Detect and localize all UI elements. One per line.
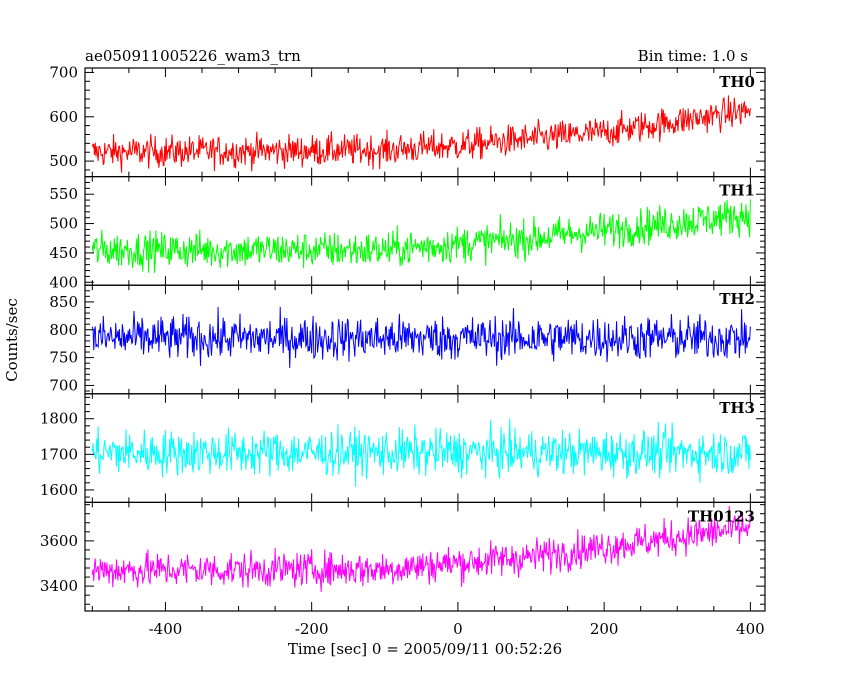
panel-th1: 400 450 500 550 TH1 — [49, 176, 766, 291]
chart-title: ae050911005226_wam3_trn — [85, 47, 301, 65]
panel-label-th0: TH0 — [719, 73, 755, 91]
x-tick-label: 200 — [590, 620, 619, 638]
x-axis-label: Time [sec] 0 = 2005/09/11 00:52:26 — [288, 640, 562, 658]
y-tick-label: 400 — [49, 273, 78, 291]
y-tick-label: 850 — [49, 293, 78, 311]
panel-label-th1: TH1 — [719, 182, 755, 200]
bin-time-label: Bin time: 1.0 s — [638, 47, 748, 65]
x-tick-label: -200 — [295, 620, 329, 638]
y-tick-label: 550 — [49, 185, 78, 203]
series-th0123 — [91, 506, 751, 592]
x-tick-label: 400 — [736, 620, 765, 638]
y-tick-label: 450 — [49, 244, 78, 262]
y-tick-label: 750 — [49, 349, 78, 367]
y-tick-label: 3600 — [40, 532, 78, 550]
y-tick-label: 500 — [49, 152, 78, 170]
panel-label-th3: TH3 — [719, 399, 755, 417]
panels: 500 600 700 TH0 400 450 500 550 TH1 700 750 800 850 T… — [40, 63, 766, 638]
y-tick-label: 700 — [49, 63, 78, 81]
y-tick-label: 1700 — [40, 445, 78, 463]
panel-label-th0123: TH0123 — [688, 507, 755, 525]
y-axis-label: Counts/sec — [3, 298, 21, 382]
panel-label-th2: TH2 — [719, 290, 755, 308]
series-th0 — [91, 95, 751, 173]
panel-th0: 500 600 700 TH0 — [49, 63, 766, 178]
y-tick-label: 1600 — [40, 481, 78, 499]
x-tick-label: -400 — [149, 620, 183, 638]
y-tick-label: 1800 — [40, 410, 78, 428]
panel-th3: 1600 1700 1800 TH3 — [40, 393, 766, 503]
y-tick-label: 700 — [49, 376, 78, 394]
y-tick-label: 500 — [49, 215, 78, 233]
x-tick-label: 0 — [453, 620, 463, 638]
series-th1 — [91, 199, 751, 273]
y-tick-label: 3400 — [40, 577, 78, 595]
y-tick-label: 800 — [49, 321, 78, 339]
panel-th2: 700 750 800 850 TH2 — [49, 284, 766, 394]
panel-th0123: 3400 3600 TH0123 — [40, 501, 766, 612]
panel-frame — [84, 501, 766, 612]
y-tick-label: 600 — [49, 108, 78, 126]
series-th2 — [91, 306, 751, 368]
series-th3 — [91, 418, 751, 487]
panel-frame — [84, 176, 766, 286]
